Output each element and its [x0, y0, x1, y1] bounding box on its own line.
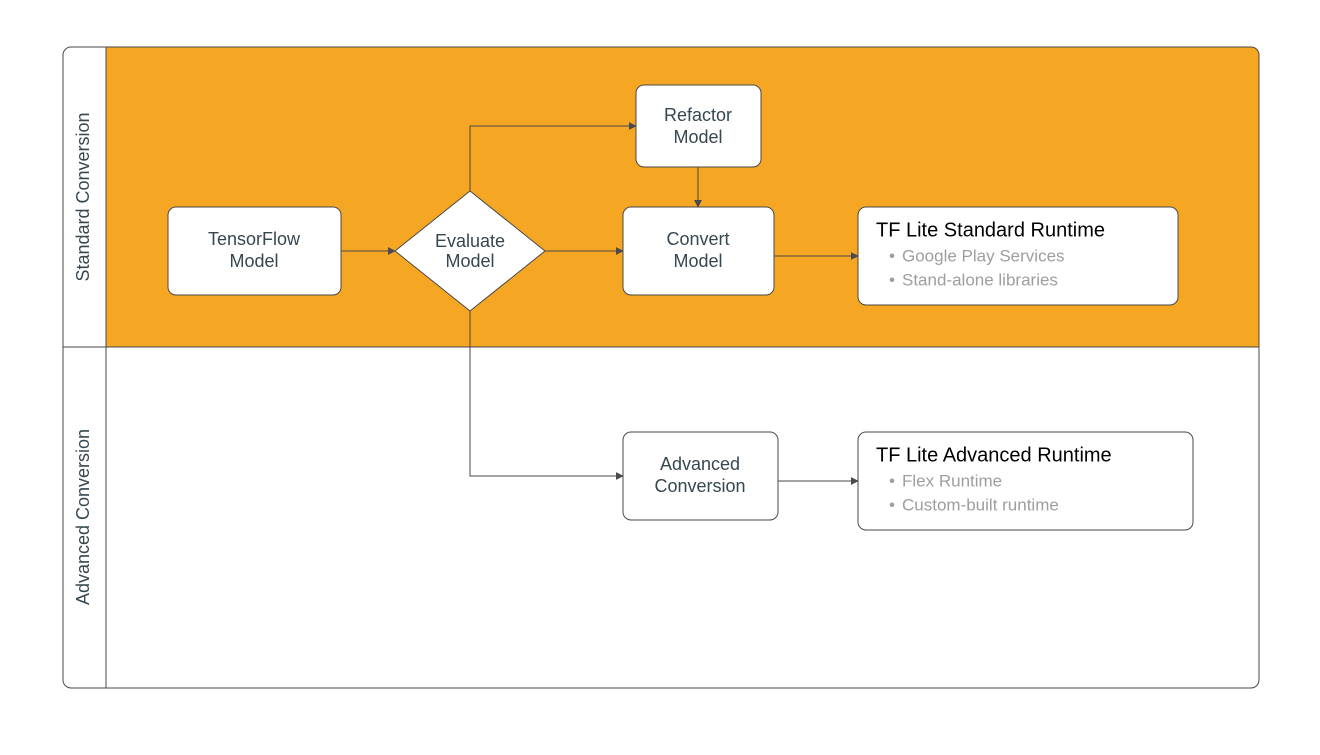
node-convert-model: Convert Model [623, 207, 774, 295]
node-advanced-runtime: TF Lite Advanced Runtime • Flex Runtime … [858, 432, 1193, 530]
svg-text:Refactor: Refactor [664, 105, 732, 125]
svg-text:Google Play Services: Google Play Services [902, 246, 1065, 265]
svg-text:•: • [889, 270, 895, 289]
svg-text:•: • [889, 471, 895, 490]
svg-text:Advanced: Advanced [660, 454, 740, 474]
node-tensorflow-model: TensorFlow Model [168, 207, 341, 295]
node-standard-runtime: TF Lite Standard Runtime • Google Play S… [858, 207, 1178, 305]
node-refactor-model: Refactor Model [636, 85, 761, 167]
node-advanced-conversion: Advanced Conversion [623, 432, 778, 520]
svg-text:Conversion: Conversion [654, 476, 745, 496]
svg-text:Custom-built runtime: Custom-built runtime [902, 495, 1059, 514]
flowchart-diagram: Standard Conversion Advanced Conversion … [0, 0, 1320, 755]
svg-text:TF Lite Advanced Runtime: TF Lite Advanced Runtime [876, 444, 1112, 466]
svg-text:Convert: Convert [666, 229, 729, 249]
svg-text:Model: Model [445, 251, 494, 271]
svg-text:Evaluate: Evaluate [435, 231, 505, 251]
svg-text:•: • [889, 246, 895, 265]
svg-text:TensorFlow: TensorFlow [208, 229, 301, 249]
advanced-conversion-label: Advanced Conversion [73, 429, 93, 605]
svg-text:Flex Runtime: Flex Runtime [902, 471, 1002, 490]
svg-text:Model: Model [673, 251, 722, 271]
svg-text:•: • [889, 495, 895, 514]
svg-text:TF Lite Standard Runtime: TF Lite Standard Runtime [876, 219, 1105, 241]
standard-conversion-label: Standard Conversion [73, 112, 93, 281]
svg-text:Stand-alone libraries: Stand-alone libraries [902, 270, 1058, 289]
svg-text:Model: Model [673, 127, 722, 147]
svg-text:Model: Model [229, 251, 278, 271]
